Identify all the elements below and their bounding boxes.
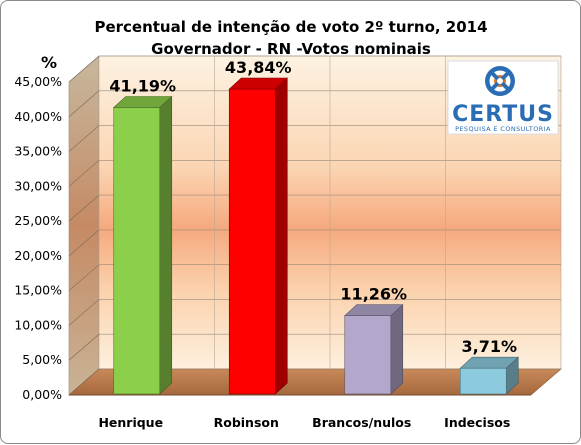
category-label: Indecisos xyxy=(444,415,510,430)
y-tick-label: 20,00% xyxy=(14,248,62,263)
y-tick-label: 10,00% xyxy=(14,317,62,332)
gridline-side xyxy=(68,125,100,152)
gridline-side xyxy=(68,194,100,222)
value-label: 3,71% xyxy=(461,337,517,356)
gridline-side xyxy=(68,264,100,291)
gridline-side xyxy=(68,90,100,118)
y-tick-labels: 0,00% 5,00% 10,00% 15,00% 20,00% 25,00% 30,00%… xyxy=(14,74,62,402)
category-divider-layer xyxy=(214,56,446,369)
certus-logo: CERTUS PESQUISA E CONSULTORIA xyxy=(447,60,559,135)
gridline-side xyxy=(68,229,100,257)
y-tick-label: 40,00% xyxy=(14,109,62,124)
chart-subtitle: Governador - RN -Votos nominais xyxy=(151,40,431,58)
category-labels: Henrique Robinson Brancos/nulos Indecisos xyxy=(98,415,510,430)
gridline-side xyxy=(68,333,100,361)
gridline-side xyxy=(68,368,100,396)
gridline-side xyxy=(68,299,100,326)
bar-indecisos xyxy=(459,356,520,395)
bar-robinson xyxy=(228,77,289,395)
y-tick-label: 5,00% xyxy=(22,352,62,367)
y-tick-label: 25,00% xyxy=(14,213,62,228)
bar-brancos-nulos xyxy=(343,303,404,395)
gridline-side xyxy=(68,160,100,187)
category-label: Henrique xyxy=(98,415,163,430)
chart-side-wall xyxy=(68,55,100,396)
value-label: 41,19% xyxy=(109,77,176,96)
bar-layer xyxy=(112,77,520,395)
certus-logo-icon xyxy=(485,66,515,96)
bar-henrique xyxy=(112,95,173,395)
logo-tagline: PESQUISA E CONSULTORIA xyxy=(455,125,551,133)
y-tick-label: 30,00% xyxy=(14,178,62,193)
y-tick-label: 15,00% xyxy=(14,283,62,298)
gridline-side xyxy=(68,55,100,83)
category-label: Robinson xyxy=(214,415,279,430)
chart-title: Percentual de intenção de voto 2º turno,… xyxy=(94,18,487,36)
value-labels: 41,19% 43,84% 11,26% 3,71% xyxy=(109,58,517,356)
category-label: Brancos/nulos xyxy=(312,415,411,430)
y-tick-label: 0,00% xyxy=(22,387,62,402)
value-label: 11,26% xyxy=(340,285,407,304)
value-label: 43,84% xyxy=(225,58,292,77)
y-tick-label: 45,00% xyxy=(14,74,62,89)
logo-name: CERTUS xyxy=(452,102,554,127)
y-tick-label: 35,00% xyxy=(14,144,62,159)
y-axis-unit-label: % xyxy=(41,53,57,72)
